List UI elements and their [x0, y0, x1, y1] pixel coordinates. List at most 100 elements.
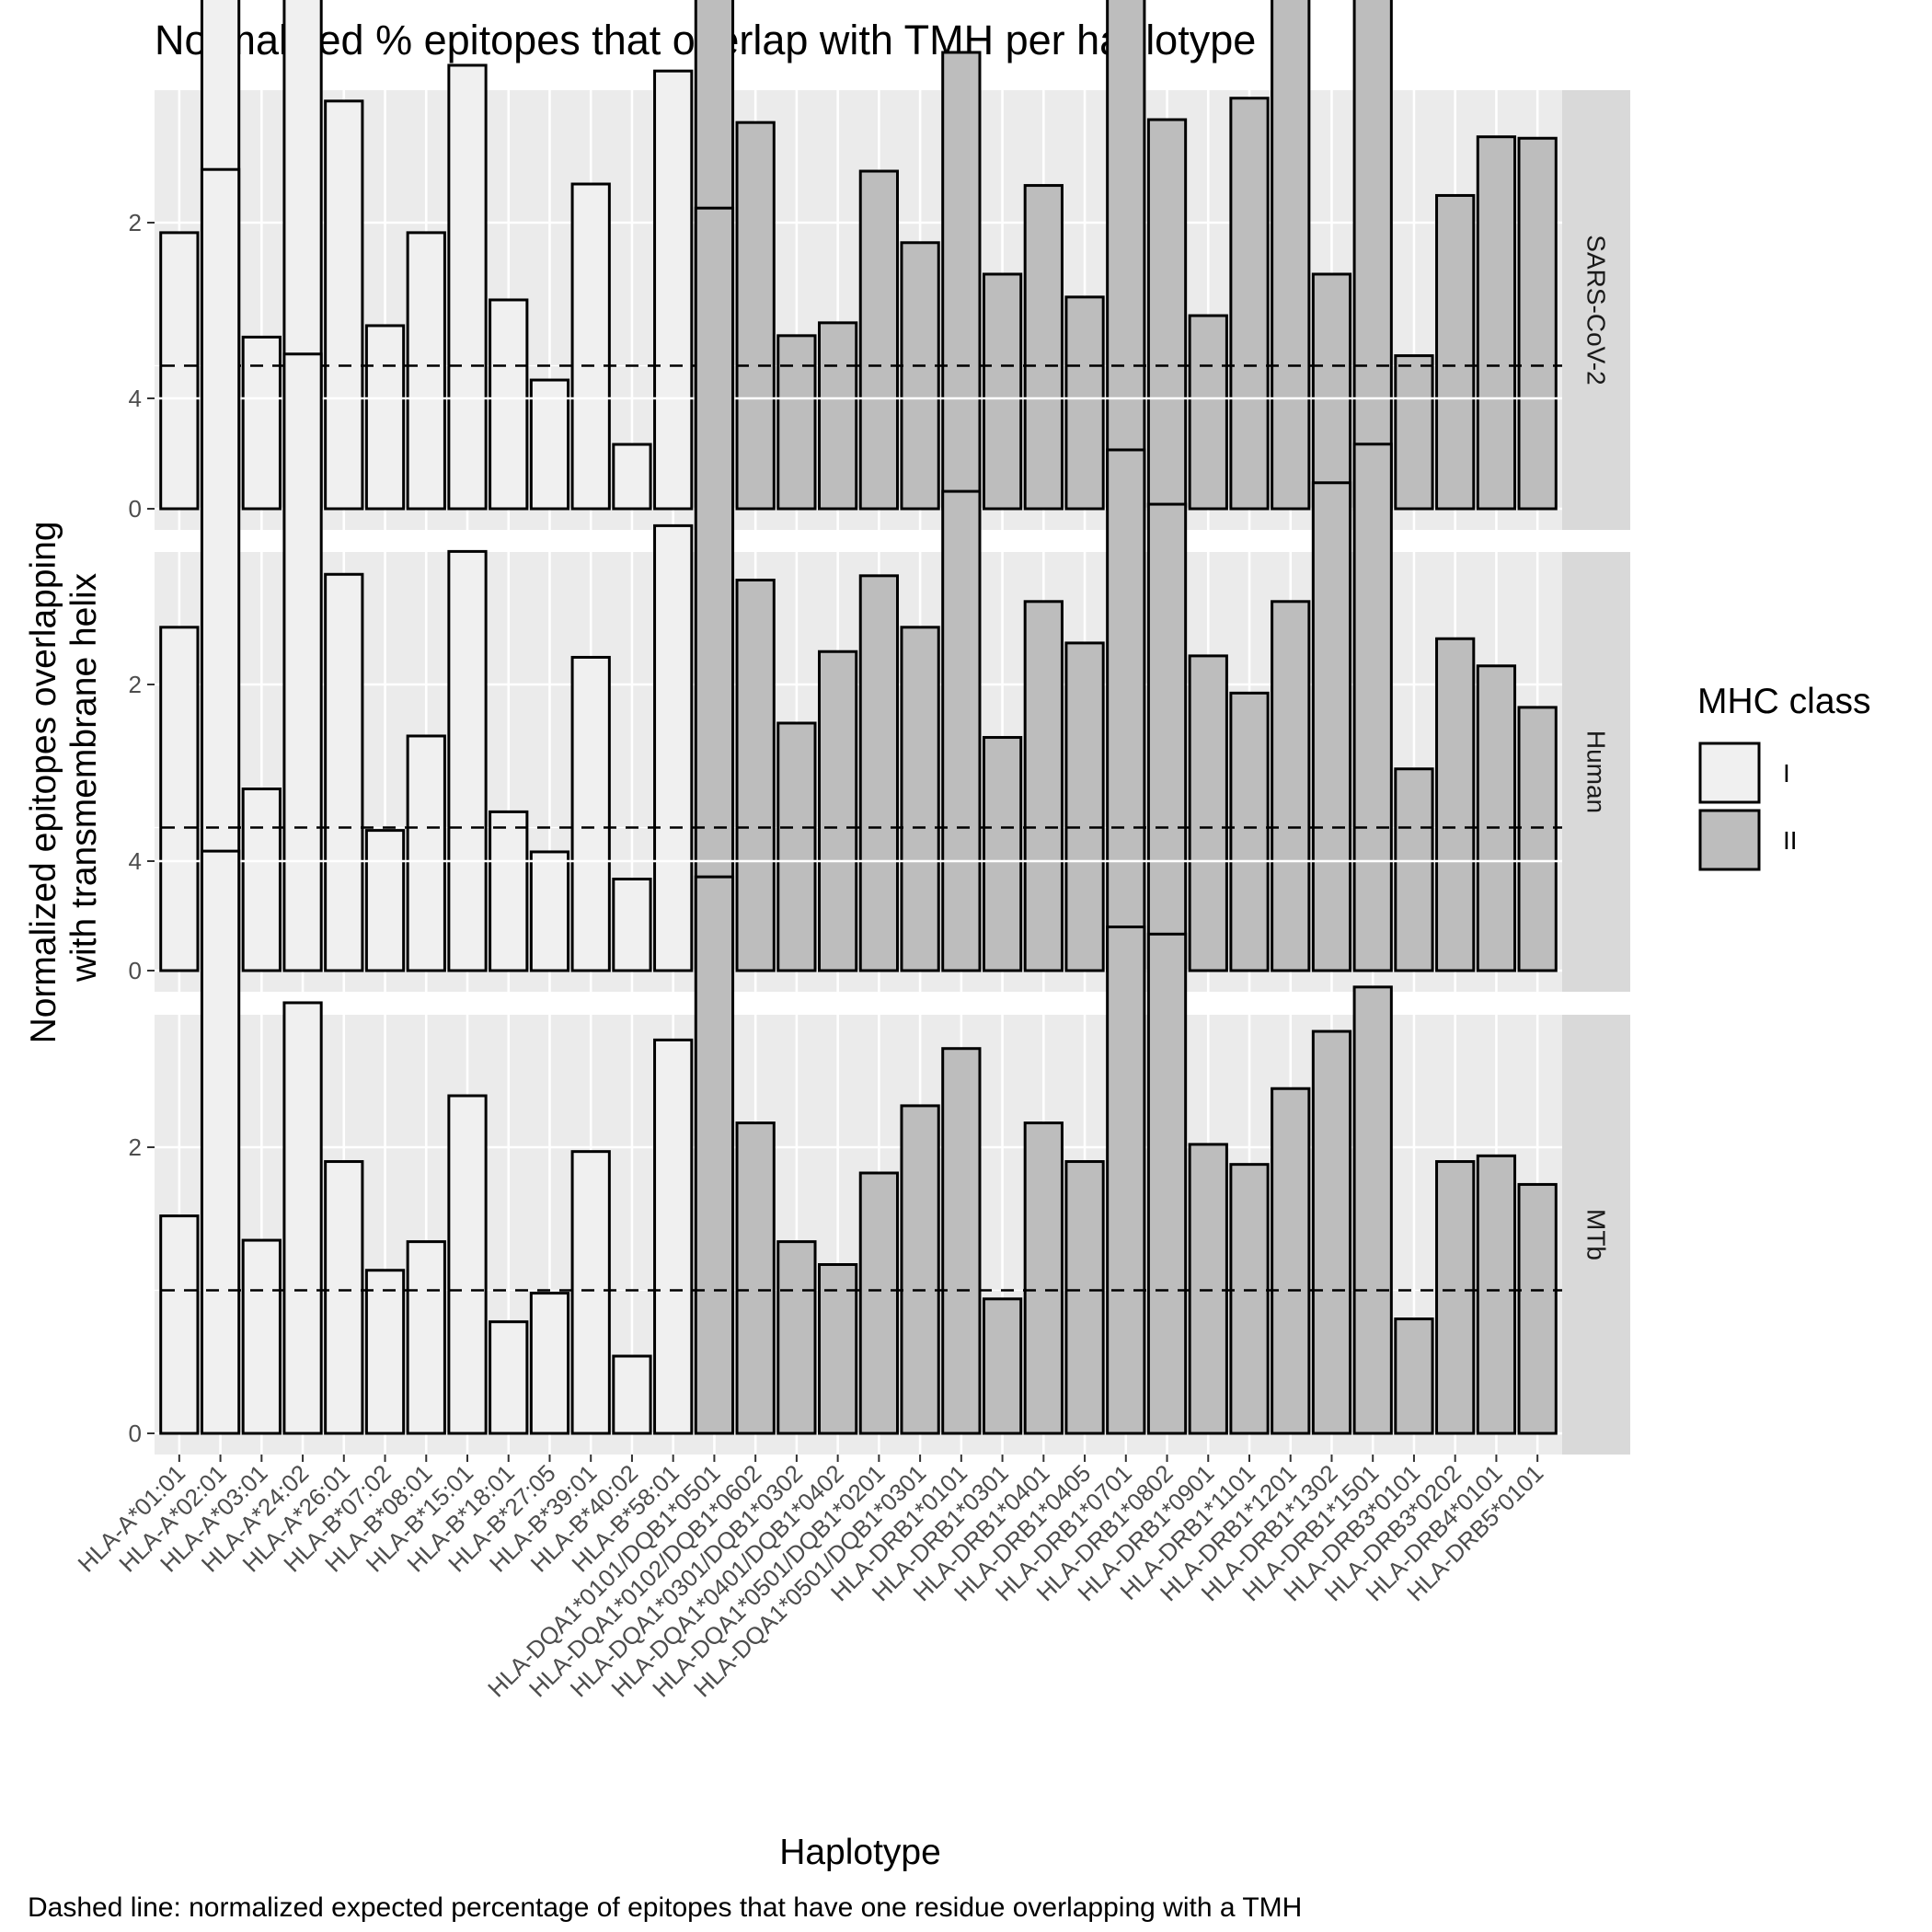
- y-tick-label: 4: [129, 385, 142, 412]
- bar-mtb-17: [858, 1171, 899, 1435]
- bar-human-19: [941, 489, 982, 972]
- bar-human-25: [1188, 654, 1228, 972]
- y-axis-title-line-2: with transmembrane helix: [64, 572, 104, 983]
- bar-mtb-33: [1517, 1182, 1558, 1435]
- bar-sars-cov-2-7: [447, 63, 488, 511]
- bar-mtb-20: [982, 1297, 1023, 1435]
- bar-human-11: [612, 877, 652, 972]
- bar-human-7: [447, 549, 488, 972]
- bar-sars-cov-2-19: [941, 51, 982, 511]
- chart-caption: Dashed line: normalized expected percent…: [28, 1892, 1302, 1923]
- bar-mtb-8: [489, 1320, 529, 1435]
- bar-human-24: [1146, 502, 1188, 972]
- bar-sars-cov-2-29: [1352, 0, 1393, 511]
- bar-sars-cov-2-0: [159, 231, 200, 511]
- bar-human-0: [159, 626, 200, 972]
- strip-background: [1562, 1015, 1630, 1455]
- bar-human-15: [776, 721, 817, 972]
- bar-human-2: [241, 788, 282, 972]
- legend-key-I: [1698, 742, 1761, 804]
- y-tick-label: 4: [129, 847, 142, 875]
- bar-sars-cov-2-26: [1229, 97, 1270, 511]
- bar-sars-cov-2-23: [1106, 0, 1146, 511]
- bar-mtb-1: [200, 849, 241, 1435]
- bar-sars-cov-2-8: [489, 298, 529, 511]
- bar-mtb-3: [282, 1001, 323, 1435]
- panel-sars-cov-2: 0 2 4 SARS-CoV-2: [129, 0, 1630, 530]
- bar-sars-cov-2-30: [1394, 354, 1434, 511]
- bar-mtb-31: [1435, 1160, 1476, 1435]
- bar-mtb-19: [941, 1047, 982, 1435]
- bar-mtb-11: [612, 1354, 652, 1435]
- bar-human-32: [1476, 664, 1517, 972]
- bar-mtb-10: [570, 1150, 611, 1435]
- bar-mtb-28: [1311, 1029, 1352, 1435]
- bar-human-14: [735, 578, 776, 972]
- bar-human-9: [529, 850, 570, 972]
- bar-sars-cov-2-17: [858, 169, 899, 511]
- bar-mtb-4: [324, 1160, 364, 1435]
- bar-mtb-5: [364, 1269, 406, 1435]
- bar-mtb-23: [1106, 926, 1146, 1435]
- legend: MHC class III: [1697, 682, 1871, 871]
- bar-human-4: [324, 572, 364, 972]
- bar-sars-cov-2-15: [776, 334, 817, 511]
- bar-mtb-24: [1146, 932, 1188, 1435]
- bar-mtb-25: [1188, 1143, 1228, 1435]
- bar-human-28: [1311, 481, 1352, 972]
- bar-sars-cov-2-21: [1023, 184, 1064, 511]
- bar-sars-cov-2-10: [570, 182, 611, 511]
- y-tick-label: 2: [129, 671, 142, 698]
- legend-label-II: II: [1783, 826, 1798, 855]
- bar-human-17: [858, 574, 899, 972]
- bar-human-16: [818, 650, 858, 972]
- bar-mtb-26: [1229, 1163, 1270, 1435]
- bar-sars-cov-2-6: [406, 231, 446, 511]
- y-tick-label: 0: [129, 957, 142, 984]
- panel-mtb: 0 2 4 MTb: [129, 847, 1630, 1455]
- bar-human-22: [1064, 641, 1105, 972]
- y-axis-title: Normalized epitopes overlapping with tra…: [24, 512, 104, 1044]
- bar-mtb-15: [776, 1240, 817, 1435]
- bar-sars-cov-2-31: [1435, 193, 1476, 511]
- bar-mtb-21: [1023, 1121, 1064, 1435]
- bar-sars-cov-2-12: [653, 69, 694, 511]
- x-axis-ticks: HLA-A*01:01HLA-A*02:01HLA-A*03:01HLA-A*2…: [73, 1455, 1548, 1702]
- bar-mtb-0: [159, 1214, 200, 1435]
- bar-sars-cov-2-24: [1146, 118, 1188, 511]
- bar-sars-cov-2-14: [735, 121, 776, 511]
- bar-sars-cov-2-5: [364, 324, 406, 511]
- bar-mtb-18: [900, 1104, 940, 1435]
- bar-human-26: [1229, 691, 1270, 972]
- bar-human-10: [570, 655, 611, 972]
- bar-human-31: [1435, 637, 1476, 972]
- bar-mtb-7: [447, 1094, 488, 1435]
- bar-mtb-9: [529, 1292, 570, 1435]
- bar-human-3: [282, 352, 323, 972]
- bar-mtb-30: [1394, 1317, 1434, 1435]
- strip-label: MTb: [1582, 1209, 1611, 1260]
- bar-mtb-27: [1271, 1087, 1311, 1435]
- bar-human-33: [1517, 706, 1558, 972]
- bar-human-30: [1394, 767, 1434, 972]
- legend-title: MHC class: [1697, 682, 1871, 721]
- bar-mtb-6: [406, 1240, 446, 1435]
- bar-sars-cov-2-33: [1517, 136, 1558, 511]
- bar-human-6: [406, 734, 446, 972]
- bar-human-18: [900, 626, 940, 972]
- y-axis-title-line-1: Normalized epitopes overlapping: [24, 521, 63, 1043]
- bar-sars-cov-2-11: [612, 443, 652, 511]
- bar-human-12: [653, 523, 694, 972]
- bar-mtb-22: [1064, 1160, 1105, 1435]
- strip-label: Human: [1582, 730, 1611, 813]
- bar-sars-cov-2-32: [1476, 135, 1517, 511]
- bar-sars-cov-2-28: [1311, 272, 1352, 511]
- bar-human-13: [694, 206, 735, 972]
- bar-mtb-13: [694, 875, 735, 1435]
- bar-mtb-29: [1352, 985, 1393, 1435]
- y-tick-label: 2: [129, 1133, 142, 1161]
- legend-key-II: [1698, 809, 1761, 871]
- bar-human-1: [200, 167, 241, 972]
- bar-human-21: [1023, 600, 1064, 972]
